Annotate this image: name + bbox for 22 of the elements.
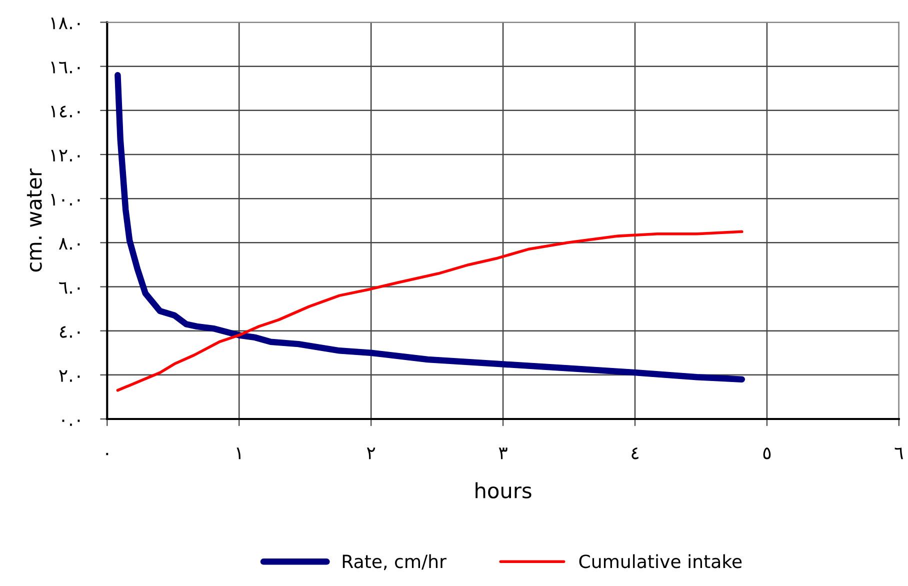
x-axis-title: hours <box>476 482 532 498</box>
x-tick-label: ٠ <box>106 452 108 456</box>
legend-label: Cumulative intake <box>579 554 742 568</box>
x-tick-label: ٢ <box>366 448 376 460</box>
y-tick-label: ١٨.٠ <box>51 18 80 30</box>
x-tick-label: ٤ <box>632 448 638 460</box>
line-series <box>116 230 744 392</box>
y-tick-label: ١٠.٠ <box>51 194 80 206</box>
x-tick-label: ٦ <box>894 448 903 460</box>
legend-label: Rate, cm/hr <box>342 554 446 570</box>
y-tick-label: ١٦.٠ <box>51 62 80 74</box>
y-tick-label: ١٤.٠ <box>51 106 80 118</box>
y-tick-label: ١٢.٠ <box>51 150 80 162</box>
y-tick-label: ٠.٠ <box>62 420 80 426</box>
y-axis-title: cm. water <box>26 168 42 272</box>
x-tick-label: ١ <box>236 448 240 460</box>
y-tick-label: ٨.٠ <box>58 238 80 250</box>
y-tick-label: ٦.٠ <box>59 282 80 294</box>
x-tick-label: ٥ <box>763 447 771 460</box>
y-tick-label: ٢.٠ <box>59 370 80 382</box>
x-tick-label: ٣ <box>498 448 508 460</box>
y-tick-label: ٤.٠ <box>60 326 80 338</box>
